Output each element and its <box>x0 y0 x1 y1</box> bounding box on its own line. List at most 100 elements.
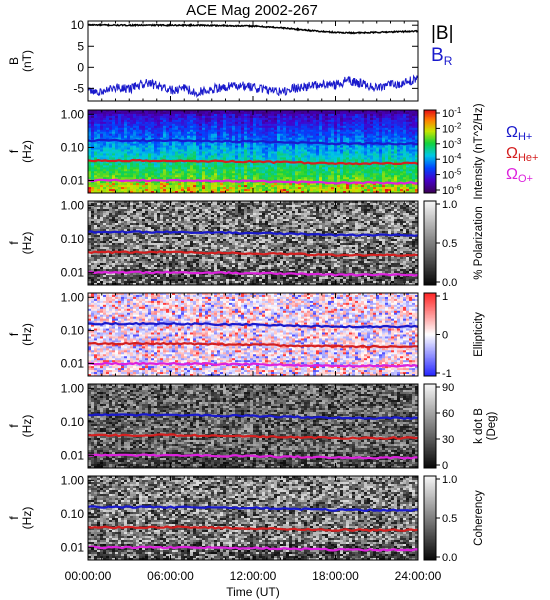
heatmap-cell <box>229 181 233 184</box>
heatmap-cell <box>148 137 152 141</box>
heatmap-cell <box>154 145 158 148</box>
heatmap-cell <box>106 121 110 125</box>
heatmap-cell <box>148 165 152 168</box>
heatmap-cell <box>373 117 377 121</box>
heatmap-cell <box>349 155 353 158</box>
heatmap-cell <box>160 183 164 186</box>
heatmap-cell <box>94 110 98 113</box>
heatmap-cell <box>313 119 317 123</box>
heatmap-cell <box>322 191 326 193</box>
heatmap-cell <box>100 169 104 172</box>
heatmap-cell <box>112 127 116 131</box>
heatmap-cell <box>352 145 356 148</box>
heatmap-cell <box>94 169 98 172</box>
heatmap-cell <box>349 137 353 141</box>
heatmap-cell <box>298 149 302 152</box>
heatmap-cell <box>205 145 209 148</box>
heatmap-cell <box>319 177 323 180</box>
heatmap-cell <box>136 131 140 135</box>
heatmap-cell <box>115 133 119 137</box>
heatmap-cell <box>157 169 161 172</box>
heatmap-cell <box>166 181 170 184</box>
heatmap-cell <box>391 127 395 131</box>
heatmap-cell <box>139 163 143 166</box>
heatmap-cell <box>97 235 101 238</box>
heatmap-cell <box>97 119 101 123</box>
heatmap-cell <box>379 119 383 123</box>
heatmap-cell <box>295 131 299 135</box>
heatmap-cell <box>100 129 104 133</box>
heatmap-cell <box>331 115 335 119</box>
heatmap-cell <box>412 127 416 131</box>
heatmap-cell <box>160 135 164 139</box>
heatmap-cell <box>325 137 329 141</box>
heatmap-cell <box>181 119 185 123</box>
heatmap-cell <box>262 123 266 127</box>
heatmap-cell <box>250 115 254 119</box>
heatmap-cell <box>310 153 314 156</box>
heatmap-cell <box>376 185 380 188</box>
heatmap-cell <box>163 187 167 190</box>
heatmap-cell <box>388 169 392 172</box>
heatmap-cell <box>226 123 230 127</box>
heatmap-cell <box>286 119 290 123</box>
heatmap-cell <box>229 153 233 156</box>
heatmap-cell <box>184 163 188 166</box>
heatmap-cell <box>301 171 305 174</box>
heatmap-cell <box>172 113 176 117</box>
heatmap-cell <box>118 163 122 166</box>
heatmap-cell <box>277 123 281 127</box>
heatmap-cell <box>361 125 365 129</box>
heatmap-cell <box>202 123 206 127</box>
heatmap-cell <box>91 145 95 148</box>
heatmap-cell <box>169 131 173 135</box>
heatmap-cell <box>94 205 98 208</box>
heatmap-cell <box>352 149 356 152</box>
heatmap-cell <box>94 113 98 117</box>
heatmap-cell <box>91 283 95 285</box>
heatmap-cell <box>160 157 164 160</box>
heatmap-cell <box>244 183 248 186</box>
heatmap-cell <box>262 117 266 121</box>
heatmap-cell <box>235 127 239 131</box>
heatmap-cell <box>181 157 185 160</box>
heatmap-cell <box>133 110 137 113</box>
heatmap-cell <box>247 161 251 164</box>
heatmap-cell <box>331 113 335 117</box>
heatmap-cell <box>148 173 152 176</box>
heatmap-cell <box>226 141 230 144</box>
heatmap-cell <box>211 161 215 164</box>
heatmap-cell <box>226 167 230 170</box>
heatmap-cell <box>355 135 359 139</box>
heatmap-cell <box>139 165 143 168</box>
heatmap-cell <box>229 127 233 131</box>
heatmap-cell <box>268 137 272 141</box>
heatmap-cell <box>193 171 197 174</box>
heatmap-cell <box>166 143 170 146</box>
heatmap-cell <box>97 141 101 144</box>
heatmap-cell <box>94 183 98 186</box>
heatmap-cell <box>355 179 359 182</box>
heatmap-cell <box>121 133 125 137</box>
heatmap-cell <box>373 113 377 117</box>
heatmap-cell <box>193 147 197 150</box>
heatmap-cell <box>256 165 260 168</box>
heatmap-cell <box>301 157 305 160</box>
heatmap-cell <box>262 119 266 123</box>
heatmap-cell <box>88 213 92 216</box>
heatmap-cell <box>364 143 368 146</box>
heatmap-cell <box>208 117 212 121</box>
heatmap-cell <box>112 149 116 152</box>
heatmap-cell <box>115 171 119 174</box>
heatmap-cell <box>301 191 305 193</box>
heatmap-cell <box>280 153 284 156</box>
heatmap-cell <box>241 163 245 166</box>
heatmap-cell <box>313 127 317 131</box>
heatmap-cell <box>286 191 290 193</box>
heatmap-cell <box>274 137 278 141</box>
heatmap-cell <box>304 167 308 170</box>
heatmap-cell <box>133 153 137 156</box>
heatmap-cell <box>94 177 98 180</box>
heatmap-cell <box>109 135 113 139</box>
heatmap-cell <box>178 145 182 148</box>
